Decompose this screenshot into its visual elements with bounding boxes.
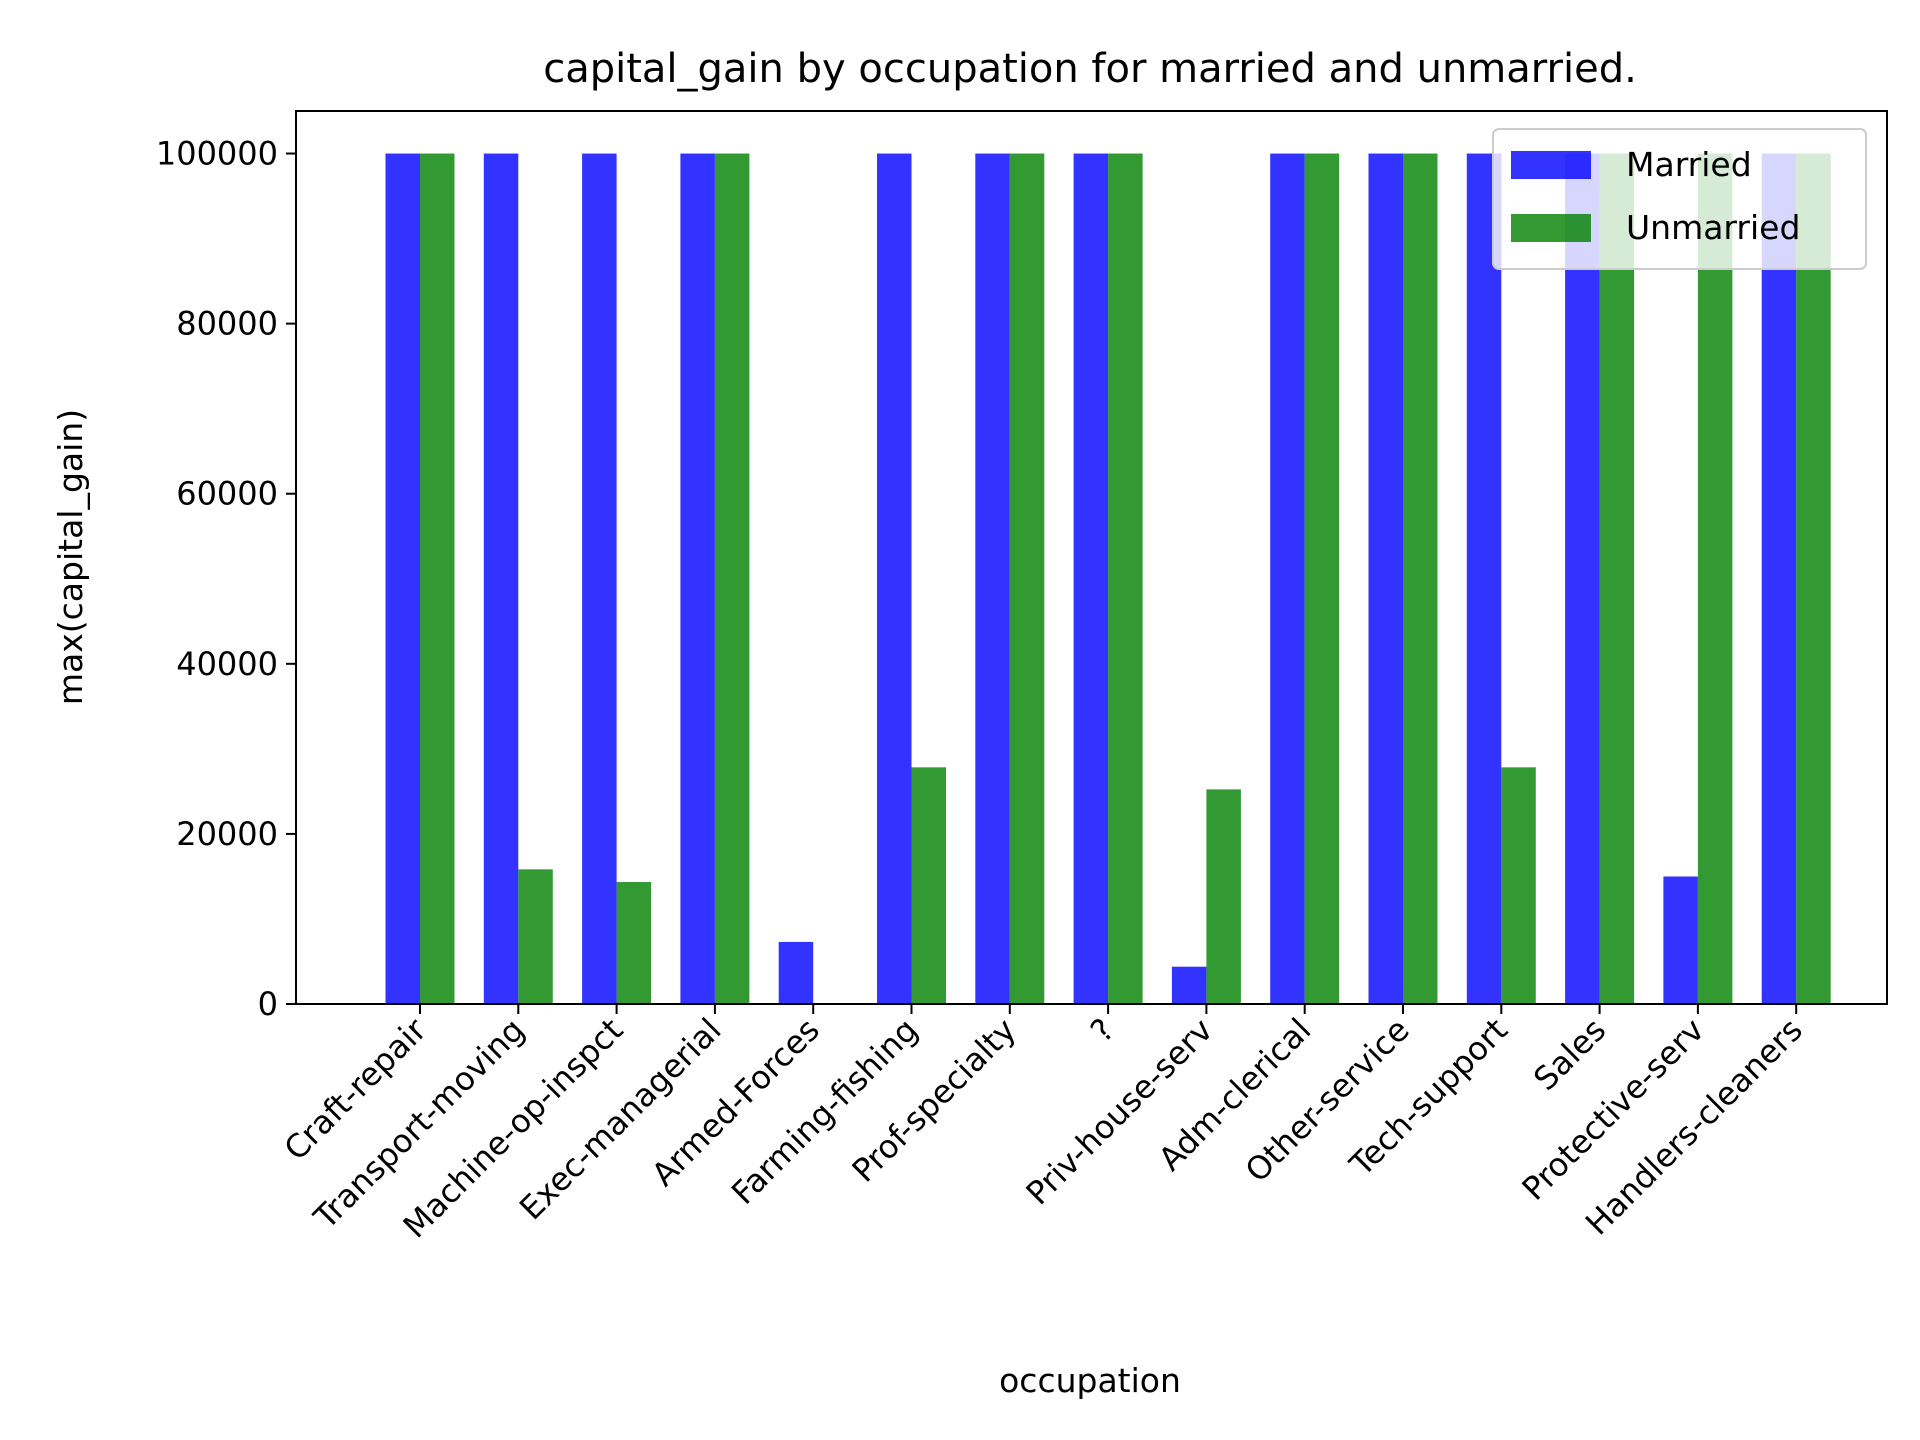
- bar-unmarried-exec-managerial: [714, 153, 750, 1004]
- legend-swatch-married: [1511, 151, 1591, 179]
- x-tick-label-protective-serv: Protective-serv: [1515, 1011, 1712, 1208]
- bar-married-other-service: [1368, 153, 1403, 1004]
- bar-married-adm-clerical: [1270, 153, 1305, 1004]
- x-tick-label-unknown: ?: [1083, 1011, 1122, 1050]
- bar-married-protective-serv: [1663, 876, 1698, 1004]
- bar-married-sales: [1565, 153, 1600, 1004]
- plot-frame: [295, 110, 1888, 1005]
- plot-area: [385, 153, 1831, 1004]
- bar-married-exec-managerial: [680, 153, 715, 1004]
- x-tick-label-armed-forces: Armed-Forces: [644, 1011, 827, 1194]
- chart-title: capital_gain by occupation for married a…: [543, 46, 1637, 92]
- bar-married-priv-house-serv: [1171, 966, 1207, 1004]
- legend-label-married: Married: [1626, 145, 1752, 184]
- legend-label-unmarried: Unmarried: [1626, 208, 1800, 247]
- bar-unmarried-priv-house-serv: [1206, 789, 1241, 1004]
- bar-unmarried-tech-support: [1501, 767, 1536, 1004]
- x-tick-label-sales: Sales: [1526, 1011, 1613, 1098]
- bar-married-transport-moving: [483, 153, 519, 1004]
- bar-married-craft-repair: [385, 153, 420, 1004]
- bar-unmarried-adm-clerical: [1304, 153, 1340, 1004]
- bar-married-farming-fishing: [877, 153, 912, 1004]
- bar-unmarried-other-service: [1403, 153, 1438, 1004]
- y-axis: 0 20000 40000 60000 80000 100000: [156, 135, 296, 1023]
- bar-unmarried-craft-repair: [420, 153, 455, 1004]
- bar-unmarried-farming-fishing: [911, 767, 946, 1004]
- bar-married-tech-support: [1466, 153, 1502, 1004]
- legend-swatch-unmarried: [1511, 214, 1591, 242]
- y-tick-label: 100000: [156, 135, 278, 173]
- bar-unmarried-protective-serv: [1697, 153, 1733, 1004]
- y-tick-label: 80000: [176, 305, 278, 343]
- bar-unmarried-machine-op-inspct: [616, 882, 652, 1004]
- y-axis-label: max(capital_gain): [51, 409, 90, 705]
- bar-married-handlers-cleaners: [1761, 153, 1797, 1004]
- x-axis: Craft-repairTransport-movingMachine-op-i…: [277, 1004, 1810, 1245]
- bar-married-machine-op-inspct: [582, 153, 617, 1004]
- bar-married-armed-forces: [778, 941, 814, 1004]
- series-married: [385, 153, 1797, 1004]
- y-tick-label: 20000: [176, 815, 278, 853]
- bar-unmarried-unknown: [1108, 153, 1143, 1004]
- y-tick-label: 0: [258, 985, 278, 1023]
- bar-married-unknown: [1073, 153, 1109, 1004]
- y-tick-label: 60000: [176, 475, 278, 513]
- y-tick-label: 40000: [176, 645, 278, 683]
- series-unmarried: [420, 153, 1831, 1004]
- bar-unmarried-sales: [1599, 153, 1635, 1004]
- bar-unmarried-transport-moving: [518, 869, 553, 1004]
- bar-unmarried-handlers-cleaners: [1796, 153, 1831, 1004]
- x-axis-label: occupation: [999, 1361, 1181, 1400]
- bar-unmarried-prof-specialty: [1009, 153, 1045, 1004]
- legend: Married Unmarried: [1492, 128, 1867, 270]
- bar-married-prof-specialty: [975, 153, 1010, 1004]
